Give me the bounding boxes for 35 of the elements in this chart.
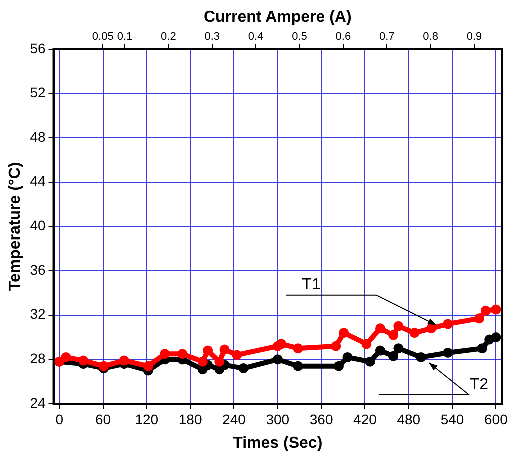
x2-tick-label: 0.4: [248, 30, 264, 43]
annotation: T2: [470, 376, 489, 394]
y-tick-label: 28: [30, 350, 46, 367]
x-tick-label: 240: [222, 411, 246, 428]
y-tick-label: 48: [30, 128, 46, 145]
x-tick-label: 300: [266, 411, 290, 428]
x2-tick-label: 0.1: [117, 30, 133, 43]
x-tick-label: 120: [135, 411, 159, 428]
x-tick-label: 480: [397, 411, 421, 428]
y-tick-label: 56: [30, 40, 46, 56]
x-tick-label: 60: [95, 411, 112, 428]
x-tick-label: 360: [310, 411, 334, 428]
y-axis-title: Temperature (°C): [7, 162, 24, 292]
x2-tick-label: 0.9: [466, 30, 482, 43]
x-axis-title: Times (Sec): [233, 434, 323, 452]
x2-tick-label: 0.05: [92, 30, 114, 43]
y-tick-label: 40: [30, 218, 46, 234]
x2-tick-label: 0.8: [423, 30, 438, 43]
x-tick-label: 180: [178, 411, 202, 428]
x-tick-label: 600: [484, 411, 508, 428]
y-tick-label: 36: [30, 262, 46, 278]
y-tick-label: 44: [30, 173, 46, 190]
x2-tick-label: 0.3: [204, 30, 220, 43]
x2-tick-label: 0.6: [336, 30, 352, 43]
x2-tick-label: 0.7: [379, 30, 395, 43]
y-tick-label: 52: [30, 84, 46, 101]
x2-axis-title: Current Ampere (A): [204, 9, 352, 26]
annotation: T1: [302, 276, 321, 294]
x-tick-label: 0: [56, 411, 64, 428]
x2-tick-label: 0.2: [161, 30, 176, 43]
x-tick-label: 540: [440, 411, 464, 428]
x2-tick-label: 0.5: [292, 30, 308, 43]
y-tick-label: 24: [30, 394, 46, 411]
x-tick-label: 420: [354, 411, 378, 428]
y-tick-label: 32: [30, 306, 46, 322]
